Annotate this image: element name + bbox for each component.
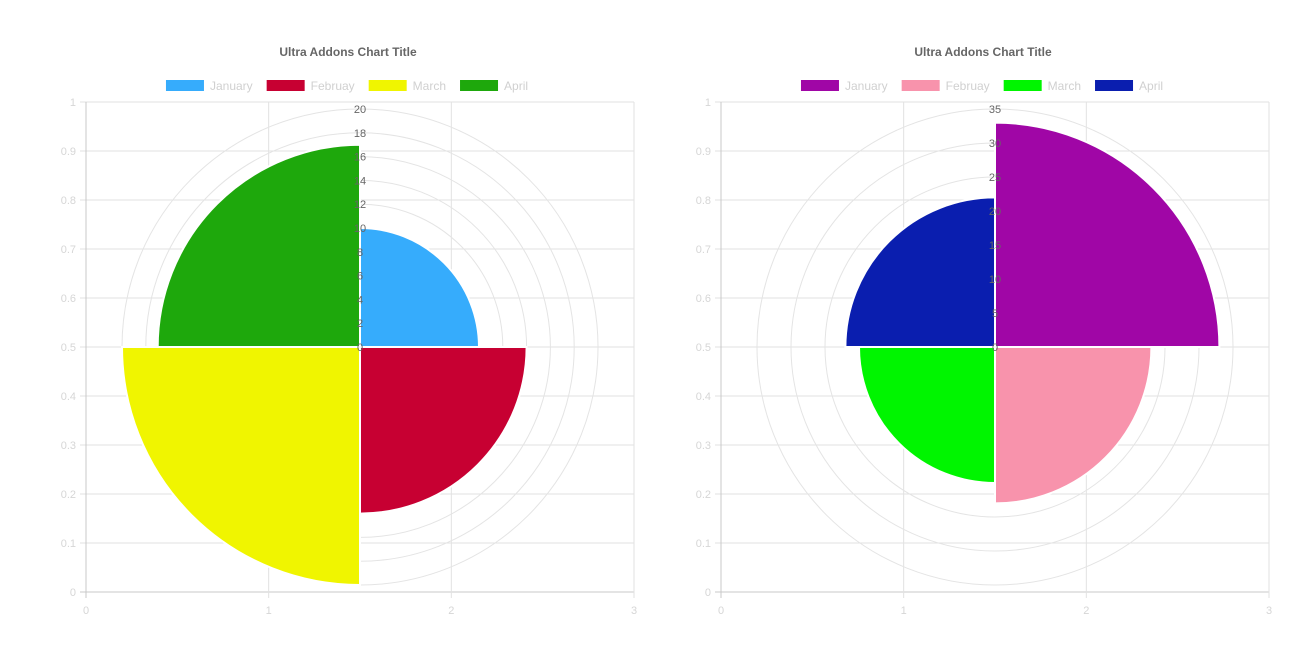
polar-wedge-january[interactable] [359,226,481,348]
legend-item-january[interactable]: January [800,79,888,93]
radial-tick-label: 10 [989,274,1001,286]
polar-wedge-april[interactable] [844,196,996,348]
legend: January Februay March April [165,79,528,93]
y-tick-label: 0.4 [696,391,711,403]
x-tick-label: 2 [448,605,454,617]
polar-wedge-march[interactable] [120,346,361,587]
legend-label: March [1048,79,1081,93]
radial-tick-label: 30 [989,138,1001,150]
legend-swatch [800,80,839,91]
y-tick-label: 1 [70,97,76,109]
polar-wedge-january[interactable] [994,121,1221,348]
radial-tick-label: 8 [357,247,363,259]
legend-label: January [845,79,888,93]
legend-label: April [504,79,528,93]
legend-label: March [413,79,446,93]
radial-tick-label: 25 [989,172,1001,184]
y-tick-label: 0.6 [696,293,711,305]
polar-area-chart-left: Ultra Addons Chart Title 0 0.1 0.2 0.3 0.4 0.… [61,45,637,617]
y-tick-label: 0.5 [61,342,76,354]
x-tick-label: 1 [901,605,907,617]
legend-item-april[interactable]: April [460,79,528,93]
radial-tick-label: 12 [354,199,366,211]
y-tick-label: 0 [705,587,711,599]
y-tick-label: 0.8 [696,195,711,207]
legend-swatch [1095,80,1134,91]
y-tick-label: 0.4 [61,391,76,403]
radial-tick-label: 5 [992,308,998,320]
y-tick-label: 0.3 [61,440,76,452]
legend-item-march[interactable]: March [368,79,446,93]
y-tick-label: 0 [70,587,76,599]
legend-item-februay[interactable]: Februay [901,79,990,93]
legend-item-april[interactable]: April [1095,79,1163,93]
polar-wedge-februay[interactable] [994,346,1153,505]
radial-ring [756,108,1234,586]
radial-tick-labels: 0 5 10 15 20 25 30 35 [989,104,1001,354]
y-tick-label: 0.7 [61,244,76,256]
legend-swatch [165,80,204,91]
polar-wedge-april[interactable] [156,143,361,348]
x-tick-label: 3 [631,605,637,617]
legend-label: Februay [946,79,990,93]
radial-tick-label: 20 [354,104,366,116]
legend-swatch [266,80,305,91]
radial-tick-label: 0 [992,342,998,354]
radial-tick-labels: 0 2 4 6 8 10 12 14 16 18 20 [354,104,366,354]
chart-title: Ultra Addons Chart Title [279,45,417,59]
legend-swatch [1003,80,1042,91]
polar-wedge-februay[interactable] [359,346,528,515]
legend-item-februay[interactable]: Februay [266,79,355,93]
radial-tick-label: 35 [989,104,1001,116]
legend-label: January [210,79,253,93]
polar-area-chart-right: Ultra Addons Chart Title 0 0.1 0.2 0.3 0.4 0.… [696,45,1272,617]
y-tick-label: 0.7 [696,244,711,256]
radial-tick-label: 4 [357,294,363,306]
radial-tick-label: 15 [989,240,1001,252]
y-tick-label: 0.5 [696,342,711,354]
x-tick-label: 0 [83,605,89,617]
legend-label: Februay [311,79,355,93]
y-tick-label: 0.9 [61,146,76,158]
x-tick-label: 1 [266,605,272,617]
legend-swatch [368,80,407,91]
legend-item-january[interactable]: January [165,79,253,93]
x-tick-label: 0 [718,605,724,617]
legend-swatch [460,80,499,91]
radial-tick-label: 14 [354,175,366,187]
y-tick-label: 1 [705,97,711,109]
chart-title: Ultra Addons Chart Title [914,45,1052,59]
radial-tick-label: 16 [354,152,366,164]
radial-tick-label: 6 [357,271,363,283]
y-tick-label: 0.8 [61,195,76,207]
y-tick-label: 0.9 [696,146,711,158]
radial-tick-label: 10 [354,223,366,235]
x-tick-label: 3 [1266,605,1272,617]
legend-label: April [1139,79,1163,93]
polar-wedge-march[interactable] [857,346,996,485]
radial-tick-label: 2 [357,318,363,330]
y-tick-label: 0.6 [61,293,76,305]
y-tick-label: 0.2 [61,489,76,501]
y-tick-label: 0.3 [696,440,711,452]
y-tick-label: 0.2 [696,489,711,501]
y-tick-label: 0.1 [696,538,711,550]
legend: January Februay March April [800,79,1163,93]
x-tick-label: 2 [1083,605,1089,617]
legend-swatch [901,80,940,91]
y-tick-label: 0.1 [61,538,76,550]
radial-tick-label: 18 [354,128,366,140]
legend-item-march[interactable]: March [1003,79,1081,93]
polar-wedges [120,143,528,587]
radial-tick-label: 20 [989,206,1001,218]
radial-tick-label: 0 [357,342,363,354]
polar-wedges [844,121,1221,505]
